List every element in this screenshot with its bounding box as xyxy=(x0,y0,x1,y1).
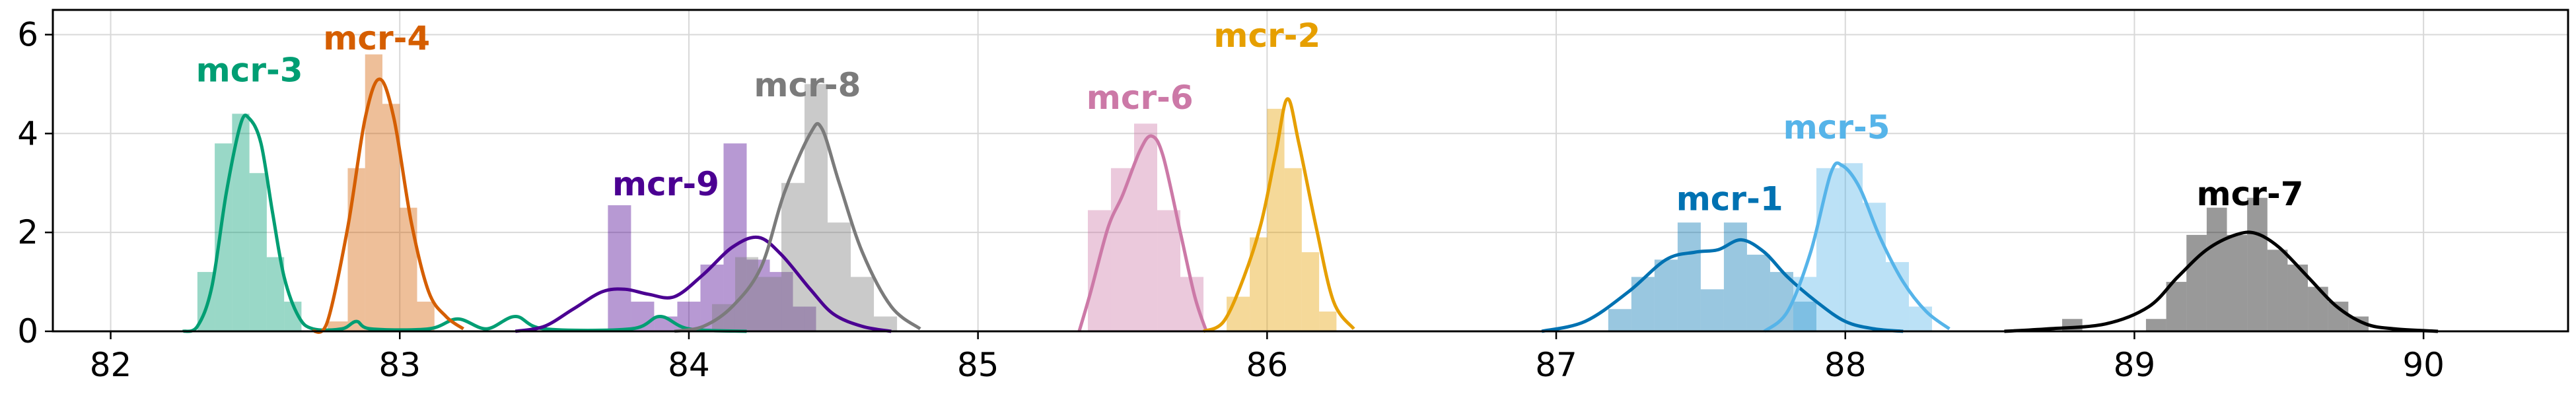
histogram-bar xyxy=(2227,234,2248,331)
y-tick-label: 2 xyxy=(17,213,38,251)
histogram-mcr-2 xyxy=(1227,108,1337,331)
y-axis-ticks: 0 2 4 6 xyxy=(17,15,53,350)
y-tick-label: 0 xyxy=(17,312,38,350)
x-tick-label: 89 xyxy=(2114,346,2156,384)
histogram-bar xyxy=(734,257,758,331)
series-label-mcr-5: mcr-5 xyxy=(1783,108,1890,147)
histogram-bar xyxy=(2348,316,2369,331)
histogram-bar xyxy=(400,207,417,331)
kde-curve-mcr-1 xyxy=(1541,238,1904,333)
histogram-bar xyxy=(2267,249,2288,331)
histogram-bar xyxy=(769,272,793,331)
histogram-bar xyxy=(2247,197,2268,331)
histogram-bar xyxy=(2145,319,2166,331)
kde-curve-mcr-9 xyxy=(515,235,892,333)
histogram-bar xyxy=(1677,222,1701,331)
x-tick-label: 85 xyxy=(957,346,999,384)
x-tick-label: 82 xyxy=(90,346,132,384)
x-axis-ticks: 82 83 84 85 86 87 88 89 90 xyxy=(90,331,2445,384)
histogram-bar xyxy=(1909,306,1933,331)
histogram-bar xyxy=(608,205,631,331)
kde-curve-mcr-4 xyxy=(312,77,464,334)
histogram-bar xyxy=(1284,168,1302,331)
series-label-mcr-1: mcr-1 xyxy=(1676,180,1783,218)
series-label-mcr-4: mcr-4 xyxy=(323,19,430,57)
kde-curve-mcr-6 xyxy=(1077,134,1208,332)
x-tick-label: 90 xyxy=(2402,346,2445,384)
histogram-mcr-7 xyxy=(2062,197,2369,331)
histogram-bar xyxy=(1700,289,1724,331)
x-tick-label: 87 xyxy=(1535,346,1577,384)
histogram-bar xyxy=(828,222,851,331)
kde-curve-mcr-7 xyxy=(2004,230,2439,333)
histogram-bar xyxy=(1746,254,1770,331)
histogram-bar xyxy=(1654,259,1678,331)
series-label-mcr-6: mcr-6 xyxy=(1087,79,1194,117)
x-tick-label: 86 xyxy=(1246,346,1289,384)
histogram-bar xyxy=(2186,234,2207,331)
x-tick-label: 88 xyxy=(1824,346,1867,384)
histogram-bar xyxy=(1157,210,1181,331)
x-tick-label: 84 xyxy=(668,346,710,384)
histogram-bar xyxy=(2166,282,2187,331)
histogram-bar xyxy=(758,277,782,331)
kde-curve-mcr-5 xyxy=(1763,161,1950,333)
y-tick-label: 4 xyxy=(17,114,38,152)
series-label-mcr-7: mcr-7 xyxy=(2197,175,2304,213)
plot-frame xyxy=(52,9,2569,333)
histogram-mcr-4 xyxy=(327,54,435,331)
histogram-bar xyxy=(347,168,365,331)
histogram-layer xyxy=(197,54,2369,332)
histogram-mcr-6 xyxy=(1087,123,1204,332)
histogram-bar xyxy=(417,302,435,331)
histogram-bar xyxy=(1839,163,1863,331)
kde-curve-mcr-3 xyxy=(182,114,747,333)
series-label-mcr-2: mcr-2 xyxy=(1213,16,1320,55)
series-label-mcr-8: mcr-8 xyxy=(754,66,861,104)
histogram-bar xyxy=(249,173,267,331)
series-label-layer: mcr-3 mcr-4 mcr-9 mcr-8 mcr-6 mcr-2 mcr-1mcr-5… xyxy=(196,16,2304,218)
histogram-bar xyxy=(793,306,816,331)
series-label-mcr-3: mcr-3 xyxy=(196,51,303,90)
histogram-bar xyxy=(2206,207,2227,331)
histogram-bar xyxy=(1608,309,1631,331)
histogram-mcr-9 xyxy=(608,143,816,332)
histogram-mcr-5 xyxy=(1793,163,1933,331)
histogram-bar xyxy=(365,54,382,331)
histogram-bar xyxy=(1301,252,1320,331)
histogram-bar xyxy=(1793,302,1816,331)
histogram-bar xyxy=(1227,296,1250,331)
series-label-mcr-9: mcr-9 xyxy=(612,165,719,203)
histogram-bar xyxy=(1267,108,1285,331)
kde-curve-mcr-2 xyxy=(1202,97,1355,333)
y-tick-label: 6 xyxy=(17,15,38,53)
histogram-mcr-3 xyxy=(197,114,302,332)
x-tick-label: 83 xyxy=(378,346,421,384)
histogram-bar xyxy=(1816,168,1840,331)
kde-curve-layer xyxy=(182,77,2439,334)
histogram-bar xyxy=(1319,312,1337,331)
kde-curve-mcr-8 xyxy=(674,121,921,333)
histogram-bar xyxy=(723,143,747,332)
histogram-bar xyxy=(874,316,898,331)
